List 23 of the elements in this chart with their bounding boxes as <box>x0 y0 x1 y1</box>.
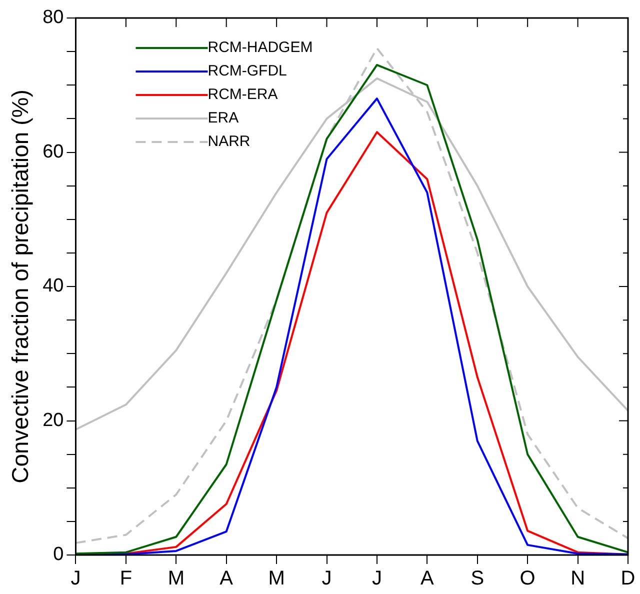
x-tick-label: J <box>372 568 382 590</box>
x-tick-label: O <box>520 568 536 590</box>
x-tick-label: S <box>470 568 484 590</box>
legend-label: ERA <box>208 110 239 127</box>
x-tick-label: J <box>322 568 332 590</box>
x-tick-label: D <box>620 568 636 590</box>
y-tick-label: 80 <box>42 7 64 28</box>
x-tick-label: N <box>570 568 586 590</box>
x-tick-label: J <box>70 568 81 590</box>
y-tick-label: 40 <box>42 276 64 297</box>
y-tick-label: 20 <box>42 410 64 431</box>
legend-label: RCM-GFDL <box>208 62 287 80</box>
y-tick-label: 0 <box>53 544 64 566</box>
x-tick-label: M <box>268 568 285 590</box>
legend-label: RCM-ERA <box>208 86 278 104</box>
y-axis-title: Convective fraction of precipitation (%) <box>7 90 34 484</box>
x-tick-label: F <box>120 568 132 590</box>
legend-label: NARR <box>208 133 250 150</box>
x-tick-label: A <box>420 568 435 590</box>
legend-label: RCM-HADGEM <box>208 39 313 56</box>
x-tick-label: A <box>220 568 234 590</box>
y-tick-label: 60 <box>42 141 64 162</box>
x-tick-label: M <box>168 568 184 590</box>
